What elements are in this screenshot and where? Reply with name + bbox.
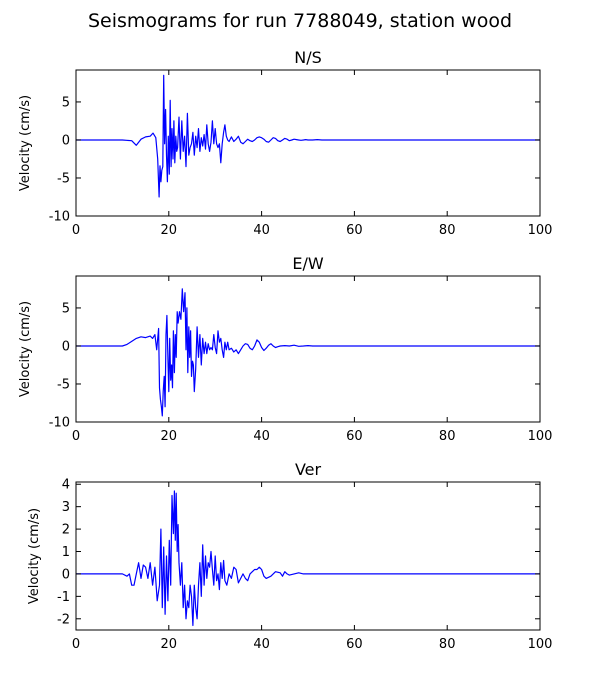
x-tick-label: 0	[72, 429, 80, 444]
y-tick-label: -2	[57, 612, 70, 627]
y-tick-label: 5	[62, 95, 70, 110]
x-tick-label: 100	[528, 429, 553, 444]
seismogram-trace	[76, 490, 540, 627]
figure-title: Seismograms for run 7788049, station woo…	[87, 10, 513, 32]
y-tick-label: 0	[62, 133, 70, 148]
y-axis-label: Velocity (cm/s)	[18, 95, 33, 191]
y-tick-label: 1	[62, 545, 70, 560]
x-tick-label: 60	[346, 637, 363, 652]
x-tick-label: 80	[439, 429, 456, 444]
x-tick-label: 100	[528, 223, 553, 238]
x-tick-label: 40	[253, 637, 270, 652]
x-tick-label: 80	[439, 223, 456, 238]
x-tick-label: 20	[161, 637, 178, 652]
y-tick-label: -5	[57, 171, 70, 186]
x-tick-label: 100	[528, 637, 553, 652]
y-tick-label: 4	[62, 478, 70, 493]
seismogram-trace	[76, 74, 540, 198]
x-tick-label: 40	[253, 223, 270, 238]
y-tick-label: -10	[49, 210, 70, 225]
plot-frame	[75, 481, 541, 631]
plot-frame	[75, 275, 541, 423]
panel-title: E/W	[292, 254, 324, 273]
panel-title: Ver	[295, 460, 322, 479]
y-tick-label: 2	[62, 523, 70, 538]
x-tick-label: 20	[161, 223, 178, 238]
y-tick-label: 0	[62, 567, 70, 582]
y-tick-label: -5	[57, 377, 70, 392]
panel-title: N/S	[294, 48, 322, 67]
y-tick-label: 0	[62, 339, 70, 354]
seismogram-trace	[76, 288, 540, 417]
y-tick-label: 3	[62, 500, 70, 515]
x-tick-label: 60	[346, 429, 363, 444]
y-tick-label: -1	[57, 590, 70, 605]
plot-frame	[75, 69, 541, 217]
x-tick-label: 0	[72, 223, 80, 238]
x-tick-label: 40	[253, 429, 270, 444]
y-axis-label: Velocity (cm/s)	[27, 508, 42, 604]
x-tick-label: 20	[161, 429, 178, 444]
x-tick-label: 80	[439, 637, 456, 652]
y-axis-label: Velocity (cm/s)	[18, 301, 33, 397]
x-tick-label: 60	[346, 223, 363, 238]
y-tick-label: -10	[49, 416, 70, 431]
y-tick-label: 5	[62, 301, 70, 316]
x-tick-label: 0	[72, 637, 80, 652]
